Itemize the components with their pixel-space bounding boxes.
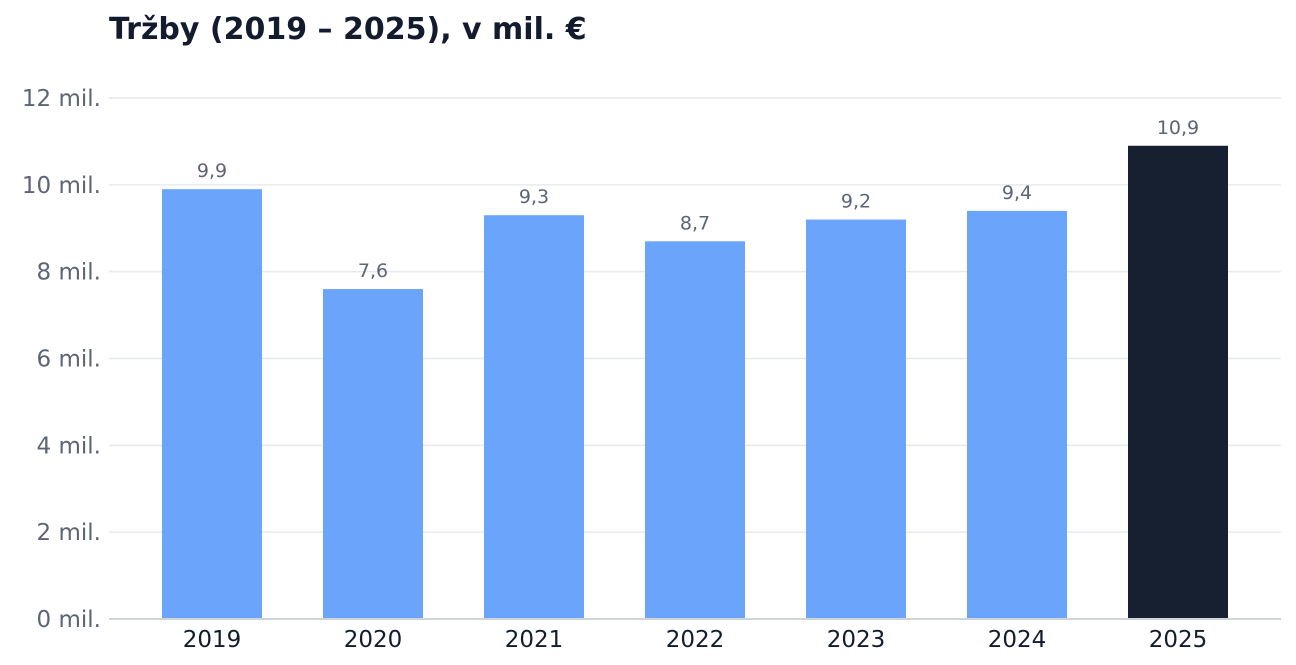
data-label: 9,2 (841, 191, 871, 213)
data-label: 7,6 (358, 260, 388, 282)
y-tick-label: 4 mil. (37, 433, 101, 459)
data-label: 10,9 (1157, 117, 1199, 139)
x-axis-ticks: 2019 2020 2021 2022 2023 2024 2025 (183, 627, 1208, 653)
data-labels: 9,9 7,6 9,3 8,7 9,2 9,4 10,9 (197, 117, 1199, 282)
bar (806, 219, 906, 620)
x-tick-label: 2025 (1149, 627, 1208, 653)
chart-title: Tržby (2019 – 2025), v mil. € (109, 12, 587, 47)
bars (162, 145, 1228, 620)
x-tick-label: 2019 (183, 627, 242, 653)
bar (967, 210, 1067, 619)
x-tick-label: 2020 (344, 627, 403, 653)
x-tick-label: 2021 (505, 627, 564, 653)
x-tick-label: 2022 (666, 627, 725, 653)
y-tick-label: 0 mil. (37, 607, 101, 633)
bar (162, 189, 262, 620)
bar (323, 289, 423, 619)
y-tick-label: 8 mil. (37, 260, 101, 286)
bar (645, 241, 745, 619)
y-tick-label: 10 mil. (22, 173, 101, 199)
data-label: 8,7 (680, 212, 710, 234)
y-tick-label: 12 mil. (22, 86, 101, 112)
y-tick-label: 6 mil. (37, 347, 101, 373)
bar (1128, 145, 1228, 619)
y-tick-label: 2 mil. (37, 520, 101, 546)
bar (484, 215, 584, 619)
data-label: 9,3 (519, 186, 549, 208)
data-label: 9,9 (197, 160, 227, 182)
data-label: 9,4 (1002, 182, 1032, 204)
y-axis-ticks: 0 mil. 2 mil. 4 mil. 6 mil. 8 mil. 10 mil. 12 … (22, 86, 101, 633)
x-tick-label: 2023 (827, 627, 886, 653)
x-tick-label: 2024 (988, 627, 1047, 653)
